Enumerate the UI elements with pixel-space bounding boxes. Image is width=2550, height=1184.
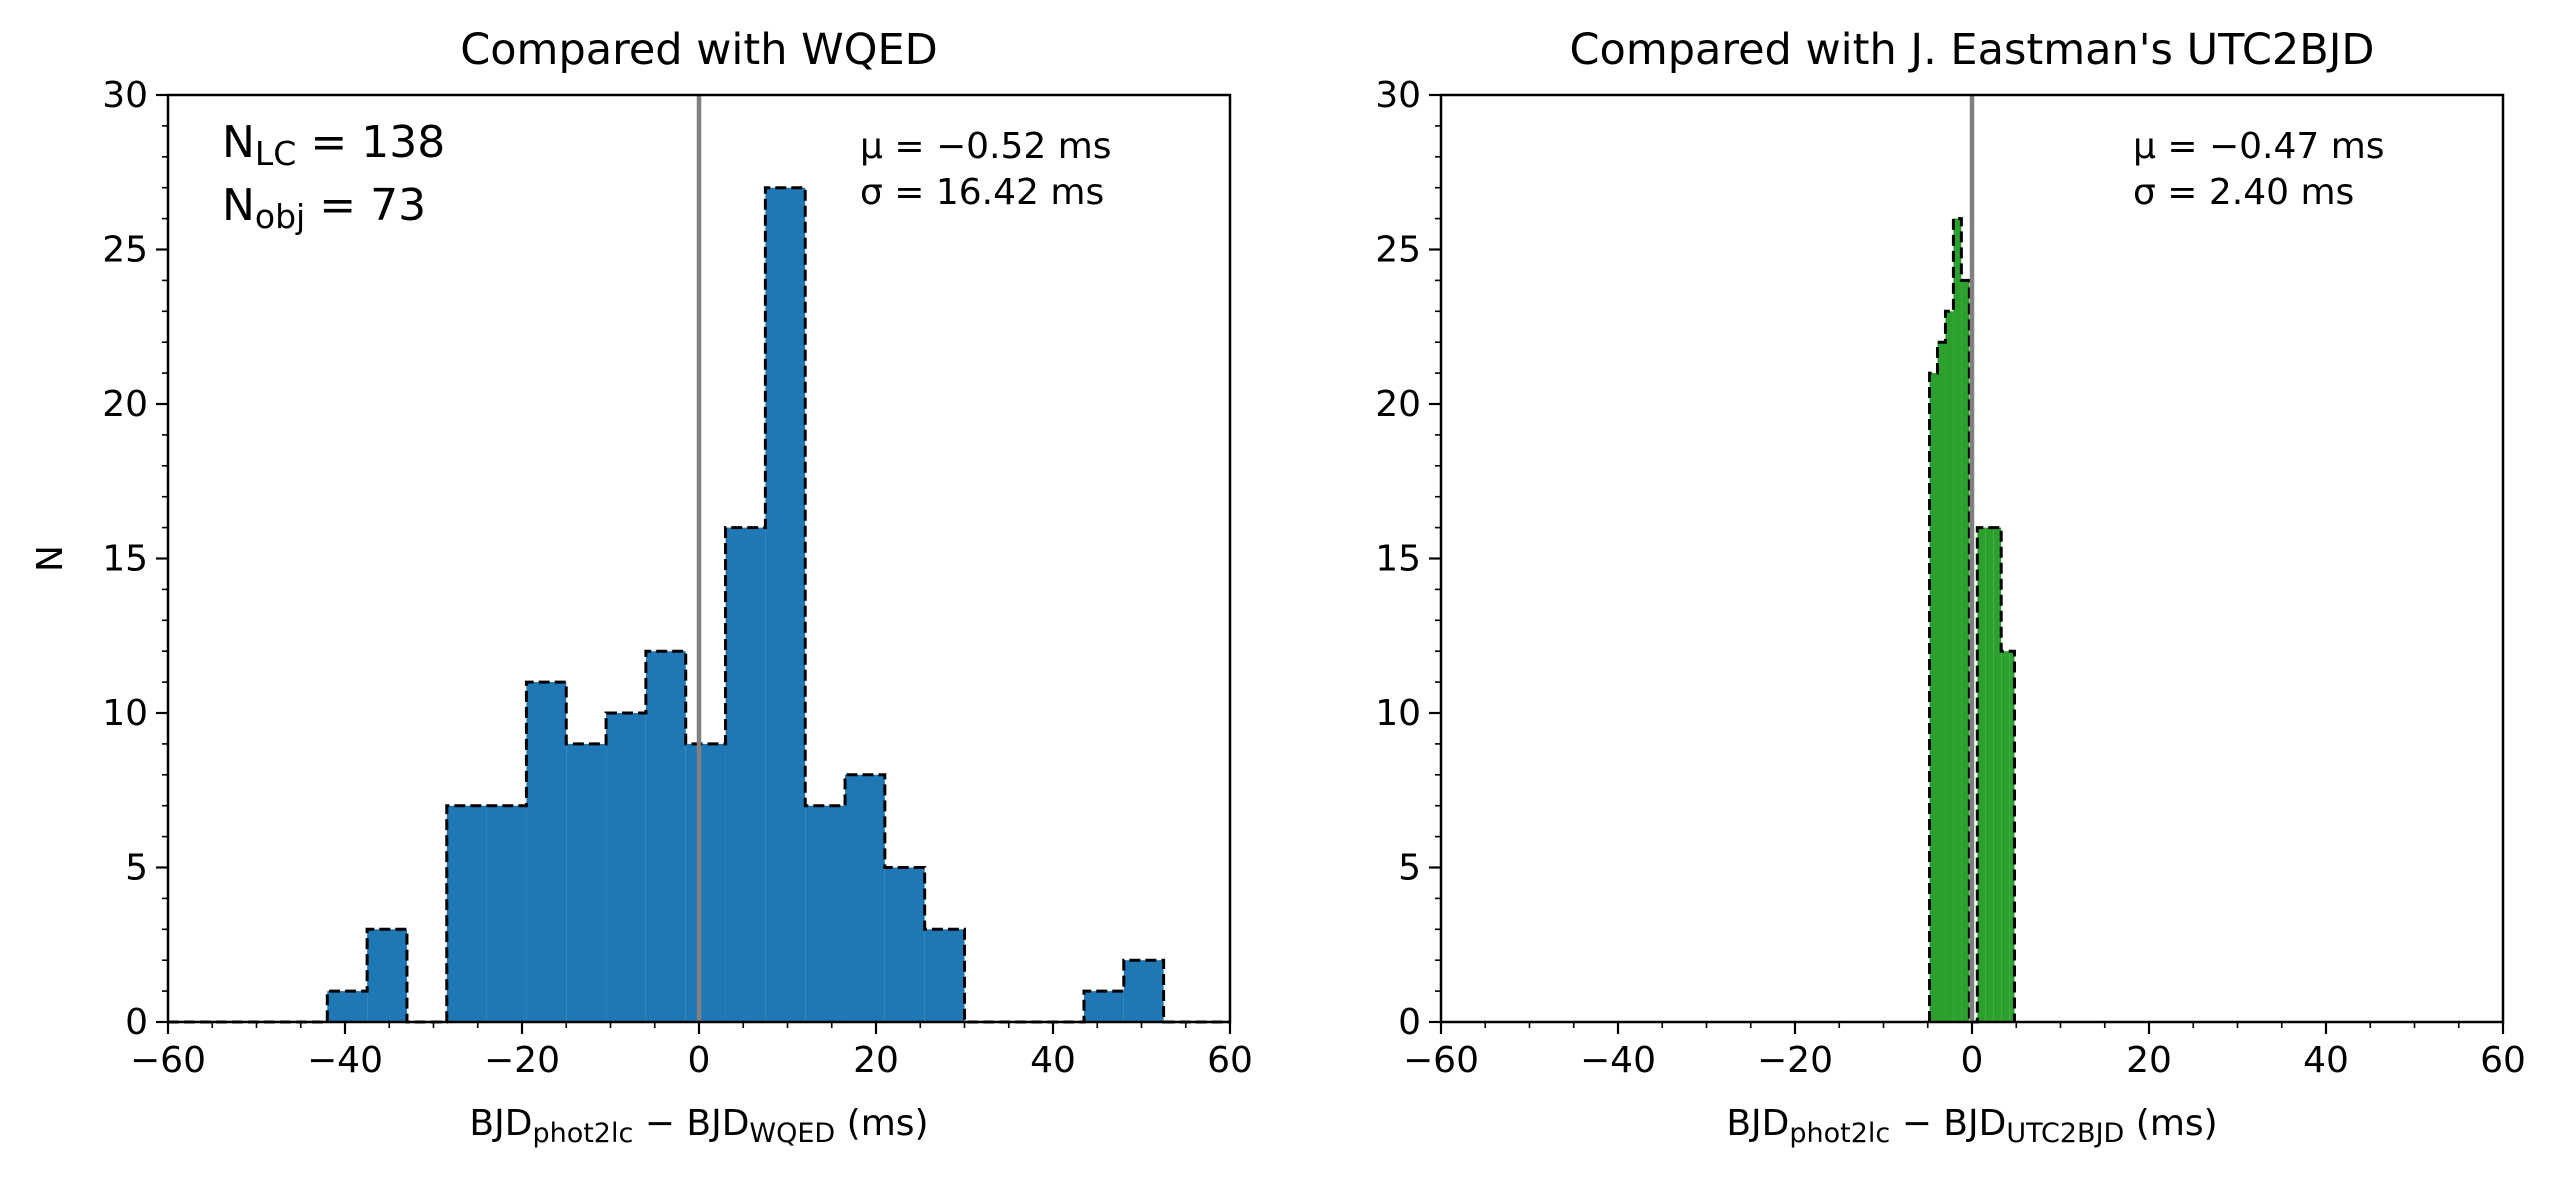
y-tick-label: 20	[102, 384, 148, 425]
histogram-bar	[1123, 960, 1164, 1022]
x-axis-label-part: (ms)	[835, 1103, 928, 1144]
histogram-bar	[526, 682, 567, 1022]
y-tick-label: 25	[1375, 230, 1421, 271]
histogram-bar	[1953, 218, 1962, 1023]
x-axis-label-subscript: WQED	[749, 1118, 835, 1149]
x-tick-label: 0	[688, 1040, 711, 1081]
x-axis-label-subscript: UTC2BJD	[2006, 1118, 2124, 1149]
histogram-bar	[924, 929, 965, 1022]
y-tick-label: 5	[125, 848, 148, 889]
histogram-bar	[1985, 527, 1994, 1022]
chart-title: Compared with WQED	[460, 25, 938, 75]
histogram-bar	[1929, 373, 1938, 1023]
y-tick-label: 5	[1398, 848, 1421, 889]
histogram-outline	[1928, 217, 2016, 1024]
n-lc-symbol: N	[222, 117, 255, 168]
histogram-bar	[1961, 280, 1970, 1022]
y-tick-label: 30	[102, 75, 148, 116]
y-tick-label: 0	[125, 1002, 148, 1043]
n-lc-value: = 138	[296, 117, 445, 168]
histogram-bar	[1945, 311, 1954, 1022]
x-tick-label: 40	[2303, 1040, 2349, 1081]
y-tick-label: 10	[1375, 693, 1421, 734]
n-lc-annotation: NLC = 138	[222, 117, 445, 173]
x-tick-label: −40	[307, 1040, 383, 1081]
x-axis-label-part: BJD	[469, 1103, 532, 1144]
x-tick-label: 60	[2480, 1040, 2526, 1081]
x-axis-label: BJDphot2lc − BJDWQED (ms)	[469, 1103, 928, 1149]
x-tick-label: 20	[853, 1040, 899, 1081]
mean-annotation: μ = −0.52 ms	[860, 126, 1112, 167]
y-tick-label: 15	[102, 539, 148, 580]
n-obj-annotation: Nobj = 73	[222, 180, 426, 236]
histogram-bar	[606, 713, 646, 1022]
histogram-bar	[486, 805, 527, 1022]
n-obj-subscript: obj	[255, 197, 305, 236]
y-tick-label: 15	[1375, 539, 1421, 580]
histogram-bar	[2001, 651, 2010, 1022]
histogram-bar	[725, 527, 766, 1022]
histogram-bar	[805, 805, 846, 1022]
x-axis-label-subscript: phot2lc	[1789, 1118, 1890, 1149]
histogram-bar	[845, 774, 885, 1022]
y-axis-label: N	[30, 545, 71, 572]
bars	[1929, 218, 2015, 1023]
x-axis-label-part: (ms)	[2124, 1103, 2217, 1144]
panel-utc2bjd: −60 −40 −20 0 20 40 60 0 5 10 15 20 25 30 Compared wit…	[1375, 25, 2526, 1149]
x-tick-label: −20	[484, 1040, 560, 1081]
histogram-bar	[765, 187, 806, 1022]
x-axis-label-subscript: phot2lc	[532, 1118, 633, 1149]
y-tick-label: 30	[1375, 75, 1421, 116]
x-tick-label: −60	[130, 1040, 206, 1081]
x-tick-label: 0	[1961, 1040, 1984, 1081]
y-tick-label: 25	[102, 230, 148, 271]
x-axis-label-part: BJD	[1726, 1103, 1789, 1144]
histogram-bar	[367, 929, 407, 1022]
y-tick-label: 0	[1398, 1002, 1421, 1043]
histogram-bar	[446, 805, 487, 1022]
chart-title: Compared with J. Eastman's UTC2BJD	[1570, 25, 2375, 75]
n-lc-subscript: LC	[255, 134, 296, 173]
histogram-bar	[1993, 527, 2002, 1022]
histogram-bar	[566, 743, 607, 1022]
x-tick-label: −40	[1580, 1040, 1656, 1081]
mean-annotation: μ = −0.47 ms	[2133, 126, 2385, 167]
bars	[327, 187, 1164, 1022]
n-obj-value: = 73	[305, 180, 426, 231]
x-axis-label: BJDphot2lc − BJDUTC2BJD (ms)	[1726, 1103, 2217, 1149]
histogram-bar	[1977, 527, 1986, 1022]
histogram-bar	[1937, 342, 1946, 1022]
histogram-bar	[327, 991, 368, 1022]
x-tick-label: −60	[1403, 1040, 1479, 1081]
histogram-bar	[2009, 651, 2015, 1022]
histogram-bar	[685, 743, 726, 1022]
sigma-annotation: σ = 2.40 ms	[2133, 172, 2354, 213]
x-tick-label: 20	[2126, 1040, 2172, 1081]
x-tick-label: 40	[1030, 1040, 1076, 1081]
histogram-bar	[1083, 991, 1124, 1022]
x-tick-label: −20	[1757, 1040, 1833, 1081]
histogram-bar	[884, 867, 925, 1022]
x-axis-label-part: − BJD	[633, 1103, 749, 1144]
x-tick-label: 60	[1207, 1040, 1253, 1081]
histogram-bar	[645, 651, 686, 1022]
panel-wqed: −60 −40 −20 0 20 40 60 0 5 10 15 20 25 30 Compared wit…	[30, 25, 1253, 1149]
sigma-annotation: σ = 16.42 ms	[860, 172, 1104, 213]
n-obj-symbol: N	[222, 180, 255, 231]
y-tick-label: 20	[1375, 384, 1421, 425]
y-tick-label: 10	[102, 693, 148, 734]
x-axis-label-part: − BJD	[1890, 1103, 2006, 1144]
